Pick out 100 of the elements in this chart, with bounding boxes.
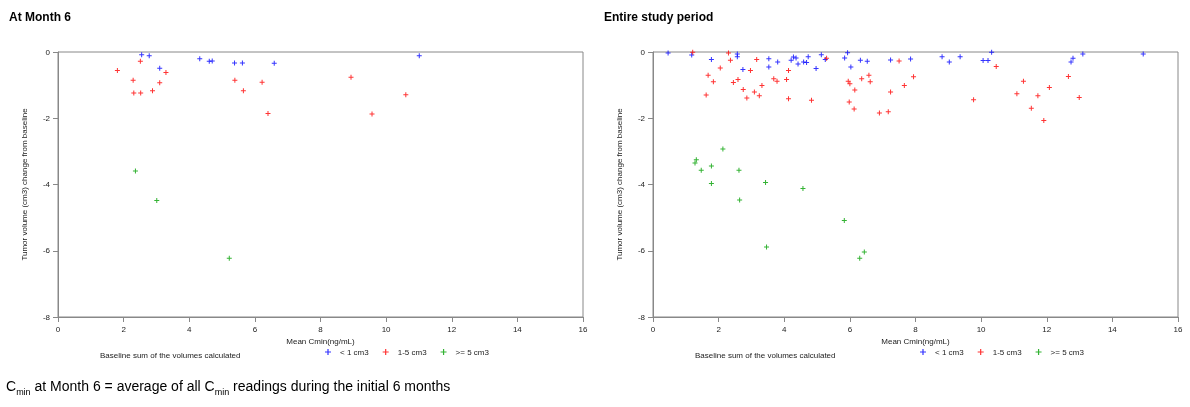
legend-label: >= 5 cm3	[1050, 347, 1085, 357]
point	[808, 97, 814, 103]
point	[1140, 51, 1146, 57]
x-axis-title: Mean Cmin(ng/mL)	[881, 337, 951, 347]
point	[132, 168, 138, 174]
x-tick-label: 0	[55, 324, 61, 334]
point	[971, 97, 977, 103]
point	[754, 57, 760, 63]
point	[793, 55, 799, 61]
point	[725, 50, 731, 56]
point	[800, 185, 806, 191]
y-tick-label: -4	[637, 180, 646, 189]
x-tick-label: 14	[1107, 324, 1118, 334]
x-tick-label: 14	[512, 324, 523, 334]
y-tick-label: -2	[637, 113, 646, 123]
point	[946, 59, 952, 65]
point	[197, 56, 203, 62]
y-tick-label: -4	[42, 180, 51, 189]
point	[989, 49, 995, 55]
point	[239, 60, 245, 66]
point	[766, 64, 772, 70]
point	[867, 79, 873, 85]
point	[756, 93, 762, 99]
point	[864, 58, 870, 64]
point	[786, 96, 792, 102]
point	[841, 218, 847, 224]
point	[232, 60, 238, 66]
point	[740, 67, 746, 73]
point	[403, 92, 409, 98]
point	[861, 249, 867, 255]
point	[908, 56, 914, 62]
point	[137, 58, 143, 64]
y-axis-title: Tumor volume (cm3) change from baseline	[19, 107, 29, 261]
text: C$_{min}$ at Month 6 = average of all C$_{min}$ readings during the initial 6 months	[6, 378, 451, 397]
x-tick-label: 16	[1173, 324, 1183, 334]
point	[857, 57, 863, 63]
point	[888, 57, 894, 63]
legend-label: < 1 cm3	[935, 347, 965, 357]
point	[157, 80, 163, 86]
point	[957, 54, 963, 60]
point	[154, 197, 160, 203]
point	[1070, 55, 1076, 61]
y-tick-label: -6	[637, 246, 646, 256]
point	[1035, 93, 1041, 99]
point	[1020, 78, 1026, 84]
point	[1046, 84, 1052, 90]
x-tick-label: 12	[447, 324, 457, 334]
point	[788, 57, 794, 63]
point	[206, 58, 212, 64]
point	[1068, 59, 1074, 65]
point	[130, 77, 136, 83]
legend-label: 1-5 cm3	[992, 347, 1023, 357]
point	[703, 92, 709, 98]
point	[845, 50, 851, 56]
point	[795, 61, 801, 67]
point	[859, 76, 865, 82]
point	[790, 54, 796, 60]
point	[727, 57, 733, 63]
point	[766, 56, 772, 62]
x-tick-label: 8	[318, 324, 324, 334]
point	[730, 79, 736, 85]
point	[993, 64, 999, 70]
y-tick-label: -8	[637, 312, 646, 322]
point	[1076, 94, 1082, 100]
point	[114, 68, 120, 74]
point	[740, 86, 746, 92]
point	[259, 79, 265, 85]
point	[747, 68, 753, 74]
point	[818, 52, 824, 58]
point	[876, 110, 882, 116]
point	[209, 58, 215, 64]
x-tick-label: 2	[121, 324, 127, 334]
point	[717, 65, 723, 71]
x-tick-label: 8	[913, 324, 919, 334]
point	[708, 163, 714, 169]
point	[240, 88, 246, 94]
point	[232, 77, 238, 83]
x-tick-label: 10	[976, 324, 987, 334]
point	[888, 89, 894, 95]
point	[1041, 118, 1047, 124]
point	[698, 167, 704, 173]
point	[271, 60, 277, 66]
legend-title: Baseline sum of the volumes calculated	[100, 350, 241, 360]
x-tick-label: 10	[381, 324, 392, 334]
point	[708, 181, 714, 187]
x-tick-label: 4	[782, 324, 788, 334]
point	[139, 52, 145, 58]
point	[857, 255, 863, 261]
point	[138, 90, 144, 96]
y-tick-label: 0	[640, 47, 646, 57]
x-tick-label: 0	[650, 324, 656, 334]
point	[226, 255, 232, 261]
y-tick-label: -8	[42, 312, 51, 322]
x-tick-label: 16	[578, 324, 588, 334]
point	[764, 244, 770, 250]
x-tick-label: 4	[187, 324, 193, 334]
point	[736, 167, 742, 173]
point	[1014, 91, 1020, 97]
point	[804, 60, 810, 66]
point	[705, 72, 711, 78]
